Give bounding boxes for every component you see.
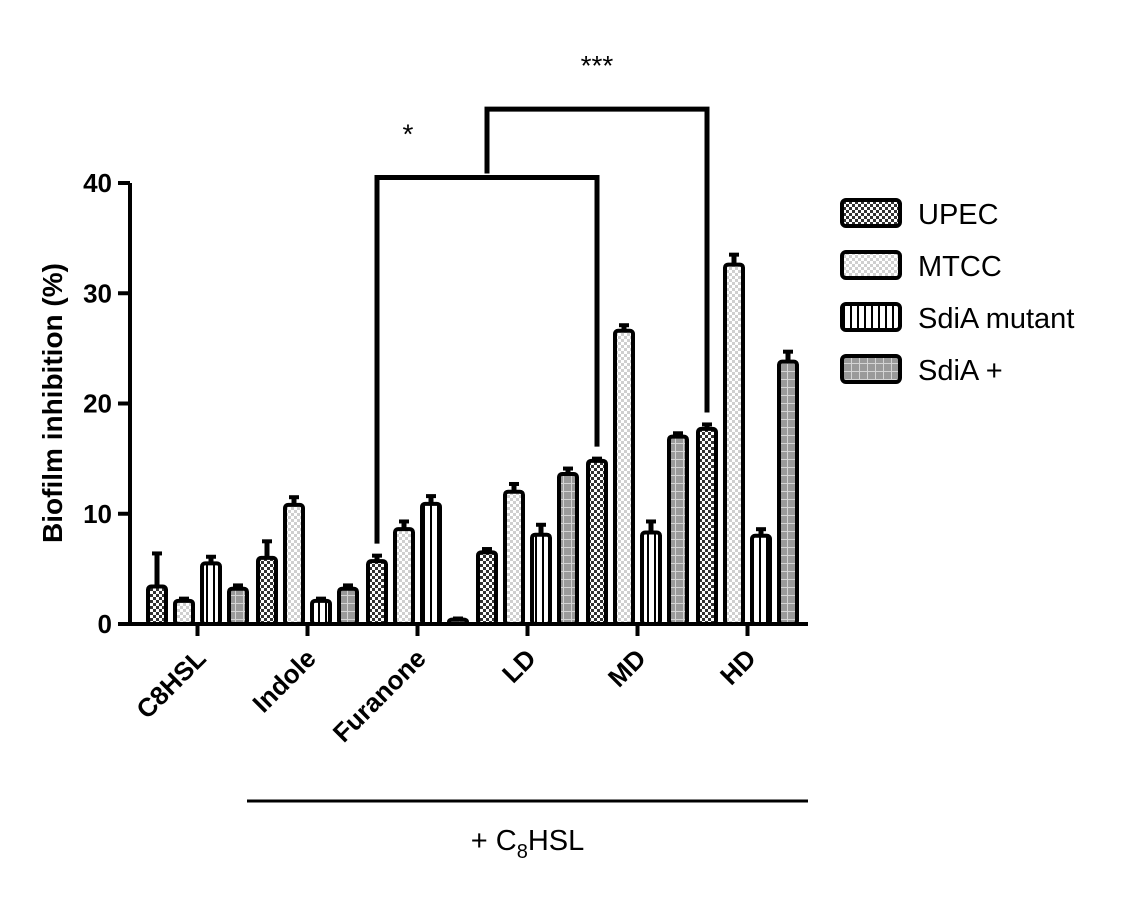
bar-upec-hd bbox=[696, 426, 718, 627]
group-label-subscript: 8 bbox=[517, 841, 528, 863]
bar-sdia-mutant-md bbox=[640, 530, 662, 626]
x-tick-label-c8hsl: C8HSL bbox=[130, 643, 212, 725]
legend-label-upec: UPEC bbox=[918, 199, 999, 231]
y-tick-label-20: 20 bbox=[83, 389, 112, 419]
bar-sdia-indole bbox=[337, 586, 359, 626]
bar-sdia-ld bbox=[557, 472, 579, 626]
bar-upec-indole bbox=[256, 555, 278, 626]
bar-mtcc-furanone bbox=[393, 527, 415, 626]
bar-upec-md bbox=[586, 458, 608, 626]
legend-label-sdia: SdiA + bbox=[918, 355, 1003, 387]
y-tick-label-40: 40 bbox=[83, 168, 112, 198]
significance-bracket-2 bbox=[484, 106, 710, 413]
significance-bracket-1 bbox=[374, 174, 600, 544]
bar-sdia-c8hsl bbox=[227, 586, 249, 626]
y-axis-label: Biofilm inhibition (%) bbox=[37, 263, 68, 543]
y-tick-label-0: 0 bbox=[98, 609, 112, 639]
bar-sdia-mutant-hd bbox=[750, 533, 772, 626]
legend-swatch-upec bbox=[840, 198, 902, 228]
bar-sdia-hd bbox=[777, 359, 799, 626]
bar-sdia-furanone bbox=[447, 617, 469, 627]
significance-label-2: *** bbox=[581, 50, 614, 81]
y-tick-label-30: 30 bbox=[83, 278, 112, 308]
bar-mtcc-ld bbox=[503, 489, 525, 627]
bar-sdia-mutant-c8hsl bbox=[200, 561, 222, 626]
legend-item-upec: UPEC bbox=[840, 198, 999, 231]
bar-upec-ld bbox=[476, 550, 498, 627]
x-tick-label-furanone: Furanone bbox=[327, 643, 432, 748]
y-tick-label-10: 10 bbox=[83, 499, 112, 529]
legend-label-mtcc: MTCC bbox=[918, 251, 1002, 283]
bar-mtcc-hd bbox=[723, 262, 745, 626]
group-label: + C8HSL bbox=[471, 825, 584, 863]
group-label-main: + C bbox=[471, 825, 517, 857]
legend-item-mtcc: MTCC bbox=[840, 250, 1002, 283]
bar-upec-furanone bbox=[366, 559, 388, 626]
bar-mtcc-c8hsl bbox=[173, 598, 195, 626]
x-tick-label-hd: HD bbox=[714, 643, 762, 691]
legend-swatch-sdia-mutant bbox=[840, 302, 902, 332]
bar-sdia-mutant-indole bbox=[310, 598, 332, 626]
legend-swatch-sdia bbox=[840, 354, 902, 384]
legend-item-sdia-mutant: SdiA mutant bbox=[840, 302, 1074, 335]
significance-label-1: * bbox=[403, 118, 414, 149]
legend-item-sdia: SdiA + bbox=[840, 354, 1003, 387]
bar-mtcc-indole bbox=[283, 502, 305, 626]
bar-sdia-mutant-furanone bbox=[420, 501, 442, 627]
legend-swatch-mtcc bbox=[840, 250, 902, 280]
bar-sdia-mutant-ld bbox=[530, 532, 552, 627]
x-tick-label-indole: Indole bbox=[246, 643, 321, 718]
bar-mtcc-md bbox=[613, 328, 635, 626]
x-tick-label-ld: LD bbox=[496, 643, 542, 689]
bar-upec-c8hsl bbox=[146, 584, 168, 627]
legend-label-sdia-mutant: SdiA mutant bbox=[918, 303, 1074, 335]
bar-sdia-md bbox=[667, 434, 689, 627]
group-label-end: HSL bbox=[528, 825, 584, 857]
x-tick-label-md: MD bbox=[602, 643, 652, 693]
